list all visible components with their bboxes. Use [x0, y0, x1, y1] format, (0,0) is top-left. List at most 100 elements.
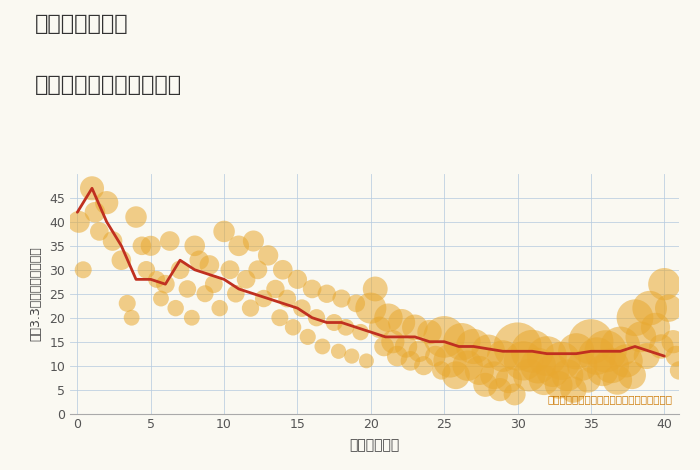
Point [489, 371, 500, 379]
Point [241, 275, 252, 283]
Point [541, 352, 552, 360]
Point [204, 261, 215, 269]
Point [248, 237, 259, 245]
Point [480, 381, 491, 389]
Point [391, 352, 402, 360]
Point [597, 367, 608, 374]
Point [340, 323, 351, 331]
Point [668, 338, 679, 345]
Point [233, 242, 244, 250]
Point [258, 295, 270, 302]
Point [182, 285, 193, 293]
Point [396, 319, 407, 326]
Point [365, 305, 377, 312]
Point [592, 352, 603, 360]
Point [130, 213, 141, 221]
Point [671, 352, 682, 360]
Point [444, 357, 456, 365]
Point [430, 352, 441, 360]
Point [355, 329, 366, 336]
Point [208, 281, 219, 288]
Point [606, 362, 617, 369]
Point [435, 367, 447, 374]
Point [164, 237, 176, 245]
Point [90, 209, 101, 216]
Point [151, 275, 162, 283]
Point [400, 343, 412, 350]
Point [410, 323, 421, 331]
Point [577, 362, 588, 369]
Point [292, 275, 303, 283]
Point [199, 290, 211, 298]
Point [509, 391, 520, 398]
Point [626, 371, 638, 379]
Point [328, 319, 339, 326]
Point [533, 362, 544, 369]
Point [225, 266, 236, 274]
Point [307, 285, 318, 293]
Point [474, 367, 485, 374]
Point [650, 323, 661, 331]
Point [568, 386, 579, 393]
Point [174, 266, 186, 274]
Point [418, 362, 429, 369]
Point [336, 295, 347, 302]
Point [468, 343, 480, 350]
Point [288, 323, 299, 331]
Point [245, 305, 256, 312]
Point [512, 343, 523, 350]
Point [136, 242, 148, 250]
Point [230, 290, 241, 298]
Point [160, 281, 171, 288]
Point [612, 376, 623, 384]
Point [570, 347, 582, 355]
Point [659, 281, 670, 288]
Point [556, 357, 567, 365]
Text: 築年数別中古戸建て価格: 築年数別中古戸建て価格 [35, 75, 182, 95]
Point [414, 347, 425, 355]
Point [405, 357, 416, 365]
Point [656, 343, 667, 350]
Text: 円の大きさは、取引のあった物件面積を示す: 円の大きさは、取引のあった物件面積を示す [548, 394, 673, 404]
Point [78, 266, 89, 274]
Point [585, 338, 596, 345]
Point [635, 333, 646, 341]
Point [333, 347, 344, 355]
Point [321, 290, 332, 298]
Point [218, 227, 230, 235]
Point [296, 305, 307, 312]
Point [600, 347, 611, 355]
X-axis label: 築年数（年）: 築年数（年） [349, 439, 400, 453]
Point [126, 314, 137, 321]
Point [526, 347, 538, 355]
Point [370, 285, 381, 293]
Point [141, 266, 152, 274]
Point [497, 352, 508, 360]
Point [621, 357, 632, 365]
Point [193, 257, 204, 264]
Point [387, 338, 398, 345]
Point [360, 357, 372, 365]
Point [582, 376, 594, 384]
Point [562, 371, 573, 379]
Point [262, 251, 274, 259]
Point [94, 227, 105, 235]
Point [101, 199, 112, 206]
Point [252, 266, 263, 274]
Point [170, 305, 181, 312]
Point [673, 367, 685, 374]
Point [450, 371, 461, 379]
Point [379, 343, 390, 350]
Point [107, 237, 118, 245]
Point [644, 305, 655, 312]
Point [641, 352, 652, 360]
Point [302, 333, 314, 341]
Point [615, 343, 626, 350]
Point [317, 343, 328, 350]
Point [116, 257, 127, 264]
Point [503, 376, 514, 384]
Point [547, 367, 559, 374]
Point [482, 347, 493, 355]
Point [122, 299, 133, 307]
Point [311, 314, 322, 321]
